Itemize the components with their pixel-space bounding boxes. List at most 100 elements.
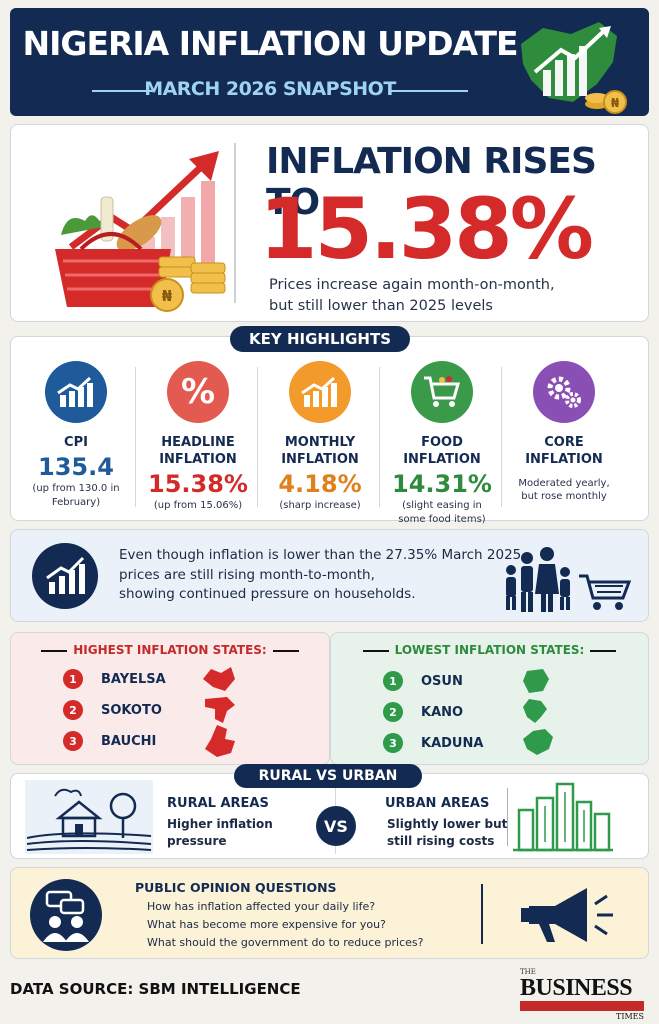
highlight-value: 4.18%	[278, 469, 362, 498]
hero-headline: INFLATION RISES TO	[266, 141, 597, 223]
pressure-line-2: prices are still rising month-to-month,	[119, 566, 375, 583]
state-name: SOKOTO	[101, 702, 162, 718]
lowest-states-card: LOWEST INFLATION STATES: 1 OSUN 2 KANO 3…	[330, 632, 649, 765]
kaduna-map-icon	[523, 729, 553, 755]
rank-badge: 1	[63, 669, 83, 689]
rank-badge: 1	[383, 671, 403, 691]
highlight-name: FOOD	[421, 435, 463, 450]
opinion-question: What should the government do to reduce …	[147, 936, 424, 949]
highlight-name: HEADLINE	[161, 435, 235, 450]
highlight-cpi: CPI 135.4 (up from 130.0 in February)	[17, 361, 135, 509]
highlight-food: FOOD INFLATION 14.31% (slight easing in so…	[383, 361, 501, 526]
shopping-cart-icon	[411, 361, 473, 423]
header-banner: NIGERIA INFLATION UPDATE MARCH 2026 SNAP…	[10, 8, 649, 116]
urban-buildings-icon	[513, 782, 613, 852]
divider-line	[481, 884, 483, 944]
urban-line-1: Slightly lower but	[387, 817, 508, 831]
rural-urban-label: RURAL VS URBAN	[234, 764, 422, 788]
urban-line-2: still rising costs	[387, 834, 495, 849]
pressure-text: Even though inflation is lower than the …	[119, 546, 529, 605]
highlight-note: (up from 15.06%)	[153, 500, 243, 512]
hero-line-1: Prices increase again month-on-month,	[269, 277, 555, 293]
highlight-note: February)	[51, 496, 101, 508]
highest-states-card: HIGHEST INFLATION STATES: 1 BAYELSA 2 SO…	[10, 632, 330, 765]
rural-title: RURAL AREAS	[167, 796, 269, 811]
highlight-monthly: MONTHLY INFLATION 4.18% (sharp increase)	[261, 361, 379, 513]
rural-text: Higher inflation pressure	[167, 816, 273, 851]
urban-text: Slightly lower but still rising costs	[387, 816, 507, 851]
sokoto-map-icon	[205, 697, 235, 723]
bauchi-map-icon	[205, 725, 235, 757]
urban-title: URBAN AREAS	[385, 796, 490, 811]
list-item: 2 KANO	[383, 702, 463, 722]
highest-states-label: HIGHEST INFLATION STATES:	[73, 643, 267, 657]
state-name: KADUNA	[421, 735, 484, 751]
highest-states-heading: HIGHEST INFLATION STATES:	[11, 643, 329, 657]
osun-map-icon	[523, 669, 549, 693]
gears-icon	[533, 361, 595, 423]
divider-line	[92, 90, 152, 92]
family-shopping-icon	[506, 547, 632, 612]
highlight-note: some food items)	[398, 513, 486, 525]
rank-badge: 3	[63, 731, 83, 751]
state-name: OSUN	[421, 673, 463, 689]
opinion-question: How has inflation affected your daily li…	[147, 900, 376, 913]
highlight-headline: % HEADLINE INFLATION 15.38% (up from 15.0…	[139, 361, 257, 513]
rank-badge: 3	[383, 733, 403, 753]
state-name: KANO	[421, 704, 464, 720]
page-title: NIGERIA INFLATION UPDATE	[22, 24, 518, 63]
logo-business: BUSINESS	[520, 975, 633, 1001]
hero-line-2: but still lower than 2025 levels	[269, 298, 493, 315]
divider-line	[234, 143, 236, 303]
highlight-value: 15.38%	[148, 469, 248, 498]
highlight-note: (up from 130.0 in	[32, 483, 120, 495]
highlight-name: CPI	[64, 435, 88, 450]
highlight-name: INFLATION	[281, 451, 359, 467]
pressure-line-3: showing continued pressure on households…	[119, 586, 416, 603]
chart-up-icon	[32, 543, 98, 609]
logo-the: THE	[520, 968, 536, 976]
lowest-states-label: LOWEST INFLATION STATES:	[394, 643, 585, 657]
key-highlights-label: KEY HIGHLIGHTS	[230, 326, 410, 352]
divider-line	[257, 367, 258, 507]
logo-bar	[520, 1001, 644, 1011]
svg-text:₦: ₦	[611, 96, 620, 110]
list-item: 1 OSUN	[383, 671, 463, 691]
logo-times: TIMES	[615, 1012, 644, 1021]
bayelsa-map-icon	[203, 667, 235, 691]
list-item: 3 BAUCHI	[63, 731, 156, 751]
kano-map-icon	[523, 699, 547, 723]
highlight-name: INFLATION	[525, 451, 603, 467]
divider-line	[501, 367, 502, 507]
hero-description: Prices increase again month-on-month, bu…	[269, 275, 555, 317]
pressure-card: Even though inflation is lower than the …	[10, 529, 649, 622]
percent-icon: %	[167, 361, 229, 423]
nigeria-map-icon: ₦	[521, 22, 627, 114]
highlight-name: INFLATION	[159, 451, 237, 467]
people-chat-icon	[30, 879, 102, 951]
rural-line-1: Higher inflation	[167, 817, 273, 831]
divider-line	[390, 90, 468, 92]
hero-card: ₦ INFLATION RISES TO 15.38% Prices incre…	[10, 124, 649, 322]
state-name: BAYELSA	[101, 671, 166, 687]
highlight-note: Moderated yearly,	[518, 477, 610, 489]
state-name: BAUCHI	[101, 733, 157, 749]
chart-up-icon	[289, 361, 351, 423]
highlight-name: CORE	[544, 435, 584, 450]
pressure-line-1: Even though inflation is lower than the …	[119, 547, 522, 563]
data-source: DATA SOURCE: SBM INTELLIGENCE	[10, 980, 301, 998]
divider-line	[135, 367, 136, 507]
opinion-title: PUBLIC OPINION QUESTIONS	[135, 880, 337, 895]
rank-badge: 2	[383, 702, 403, 722]
megaphone-icon	[521, 888, 613, 942]
page-subtitle: MARCH 2026 SNAPSHOT	[144, 78, 396, 100]
naira-symbol: ₦	[162, 287, 173, 305]
chart-up-icon	[45, 361, 107, 423]
opinion-question: What has become more expensive for you?	[147, 918, 386, 931]
rural-house-icon	[25, 780, 153, 854]
vs-badge: VS	[316, 806, 356, 846]
list-item: 2 SOKOTO	[63, 700, 162, 720]
highlight-value: 135.4	[38, 452, 114, 481]
divider-line	[507, 788, 508, 846]
grocery-basket-icon: ₦	[55, 151, 226, 312]
